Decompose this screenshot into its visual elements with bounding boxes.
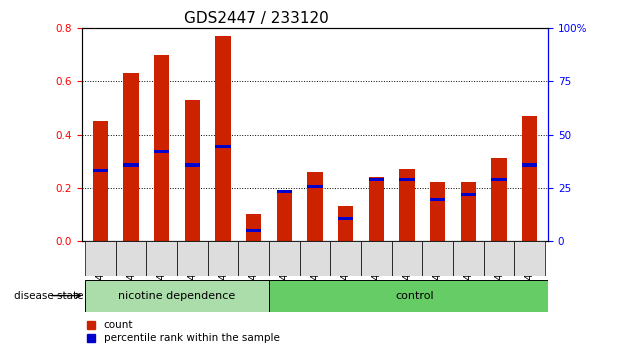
FancyBboxPatch shape (238, 241, 269, 276)
Bar (430, 182, 445, 241)
Bar (369, 178, 384, 181)
FancyBboxPatch shape (269, 280, 560, 312)
Legend: count, percentile rank within the sample: count, percentile rank within the sample (87, 320, 280, 343)
FancyBboxPatch shape (208, 241, 238, 276)
Bar (399, 178, 415, 181)
Bar (461, 193, 476, 196)
FancyBboxPatch shape (422, 241, 453, 276)
FancyBboxPatch shape (514, 241, 545, 276)
Bar (185, 164, 200, 167)
Text: nicotine dependence: nicotine dependence (118, 291, 236, 301)
Bar (338, 217, 353, 220)
Text: control: control (396, 291, 434, 301)
Bar (93, 169, 108, 172)
Bar (522, 164, 537, 167)
FancyBboxPatch shape (361, 241, 392, 276)
FancyBboxPatch shape (330, 241, 361, 276)
FancyBboxPatch shape (177, 241, 208, 276)
Bar (307, 185, 323, 188)
Bar (93, 121, 108, 241)
Text: disease state: disease state (14, 291, 83, 301)
FancyBboxPatch shape (484, 241, 514, 276)
Bar (277, 193, 292, 241)
Bar (246, 229, 261, 232)
Bar (491, 159, 507, 241)
Bar (123, 164, 139, 167)
Bar (185, 100, 200, 241)
Bar (430, 198, 445, 201)
Bar (461, 182, 476, 241)
Bar (123, 74, 139, 241)
FancyBboxPatch shape (85, 241, 116, 276)
FancyBboxPatch shape (85, 280, 269, 312)
Bar (369, 177, 384, 241)
Bar (338, 206, 353, 241)
Bar (307, 172, 323, 241)
Bar (246, 214, 261, 241)
Text: GDS2447 / 233120: GDS2447 / 233120 (185, 11, 329, 26)
Bar (522, 116, 537, 241)
Bar (215, 36, 231, 241)
FancyBboxPatch shape (392, 241, 422, 276)
FancyBboxPatch shape (269, 241, 300, 276)
Bar (277, 190, 292, 193)
Bar (491, 178, 507, 181)
Bar (399, 169, 415, 241)
Bar (215, 145, 231, 148)
FancyBboxPatch shape (116, 241, 146, 276)
FancyBboxPatch shape (453, 241, 484, 276)
Bar (154, 55, 169, 241)
FancyBboxPatch shape (146, 241, 177, 276)
FancyBboxPatch shape (300, 241, 330, 276)
Bar (154, 150, 169, 153)
